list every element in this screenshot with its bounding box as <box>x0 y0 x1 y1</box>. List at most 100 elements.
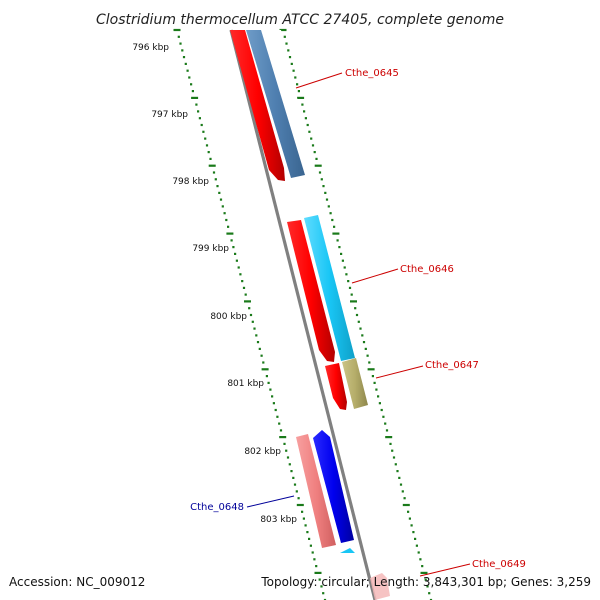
inner-tick-track <box>173 28 327 600</box>
outer-track-minor-tick <box>399 483 403 486</box>
leader-cthe-0646 <box>351 268 399 284</box>
outer-track-minor-tick <box>345 273 348 276</box>
inner-track-minor-tick <box>285 449 288 452</box>
inner-track-minor-tick <box>267 381 270 384</box>
inner-track-minor-tick <box>216 185 219 188</box>
outer-track-minor-tick <box>348 286 352 289</box>
inner-track-major-tick <box>208 164 216 167</box>
outer-track-minor-tick <box>357 320 360 323</box>
inner-track-minor-tick <box>182 56 186 59</box>
tick-label: 798 kbp <box>172 177 209 187</box>
inner-track-major-tick <box>244 300 251 303</box>
outer-track-minor-tick <box>391 449 394 452</box>
gene-label-cthe-0648[interactable]: Cthe_0648 <box>190 502 244 513</box>
inner-track-major-tick <box>279 436 287 439</box>
inner-track-minor-tick <box>205 144 209 147</box>
outer-track-minor-tick <box>287 49 290 52</box>
outer-track-minor-tick <box>306 123 309 127</box>
outer-track-minor-tick <box>424 578 427 581</box>
cds-cthe-0645 <box>230 30 285 181</box>
inner-track-minor-tick <box>235 259 238 262</box>
inner-track-minor-tick <box>322 592 325 595</box>
inner-track-minor-tick <box>318 578 321 581</box>
outer-track-minor-tick <box>426 585 429 588</box>
outer-track-minor-tick <box>412 531 415 534</box>
outer-track-minor-tick <box>336 239 339 242</box>
inner-track-minor-tick <box>255 334 258 337</box>
outer-track-minor-tick <box>331 218 334 222</box>
gene-label-cthe-0649[interactable]: Cthe_0649 <box>472 559 526 570</box>
outer-track-minor-tick <box>380 408 383 412</box>
gene-label-cthe-0645[interactable]: Cthe_0645 <box>345 68 399 79</box>
outer-track-major-tick <box>350 300 357 303</box>
inner-track-minor-tick <box>269 388 272 391</box>
inner-track-minor-tick <box>292 476 295 479</box>
inner-track-major-tick <box>261 368 269 371</box>
inner-track-minor-tick <box>323 598 327 600</box>
gene-label-cthe-0646[interactable]: Cthe_0646 <box>400 264 454 275</box>
inner-track-minor-tick <box>230 239 233 242</box>
inner-track-major-tick <box>226 232 234 235</box>
cds-cthe-0647 <box>325 363 347 410</box>
outer-track-minor-tick <box>294 76 297 79</box>
inner-track-minor-tick <box>304 524 307 527</box>
inner-track-minor-tick <box>258 347 261 350</box>
outer-track-minor-tick <box>414 537 417 540</box>
outer-track-minor-tick <box>392 456 396 459</box>
tick-label: 803 kbp <box>260 515 297 525</box>
inner-track-major-tick <box>314 571 322 574</box>
inner-track-minor-tick <box>225 218 228 222</box>
inner-track-minor-tick <box>223 212 226 215</box>
gene-label-cthe-0647[interactable]: Cthe_0647 <box>425 360 479 371</box>
outer-track-minor-tick <box>313 151 316 154</box>
inner-track-minor-tick <box>306 531 309 534</box>
cds-cthe-0648-blue <box>313 430 354 543</box>
outer-track-minor-tick <box>340 252 343 255</box>
outer-track-minor-tick <box>429 598 433 600</box>
outer-track-minor-tick <box>382 415 385 418</box>
inner-track-minor-tick <box>191 90 194 93</box>
outer-track-minor-tick <box>310 137 313 140</box>
outer-track-minor-tick <box>419 558 422 561</box>
outer-track-minor-tick <box>311 144 315 147</box>
outer-track-minor-tick <box>377 395 380 398</box>
inner-track-minor-tick <box>297 497 300 500</box>
cds-cthe-0648-salmon <box>296 434 336 548</box>
inner-track-minor-tick <box>234 252 237 255</box>
inner-track-minor-tick <box>186 69 189 72</box>
outer-track-minor-tick <box>333 225 336 228</box>
outer-track-major-tick <box>279 28 287 32</box>
outer-track-major-tick <box>332 232 340 235</box>
outer-track-minor-tick <box>285 42 288 45</box>
inner-track-minor-tick <box>278 422 281 425</box>
inner-track-minor-tick <box>301 510 304 513</box>
outer-track-minor-tick <box>394 463 397 466</box>
outer-track-minor-tick <box>325 198 329 201</box>
tick-label: 799 kbp <box>192 244 229 254</box>
outer-track-major-tick <box>402 503 410 507</box>
inner-track-minor-tick <box>221 205 224 208</box>
outer-track-minor-tick <box>347 280 350 283</box>
outer-track-minor-tick <box>322 185 325 188</box>
outer-track-minor-tick <box>408 517 411 520</box>
outer-track-minor-tick <box>318 171 322 174</box>
outer-track-minor-tick <box>308 130 311 133</box>
inner-track-minor-tick <box>188 76 191 79</box>
outer-track-major-tick <box>297 96 305 99</box>
outer-track-minor-tick <box>304 117 307 120</box>
inner-track-minor-tick <box>313 558 316 561</box>
inner-track-minor-tick <box>237 266 240 269</box>
outer-track-minor-tick <box>368 361 371 364</box>
inner-track-minor-tick <box>207 151 210 154</box>
inner-track-minor-tick <box>295 490 298 493</box>
inner-track-minor-tick <box>181 49 184 52</box>
inner-track-major-tick <box>296 503 304 507</box>
outer-track-minor-tick <box>361 334 364 337</box>
inner-track-minor-tick <box>288 463 291 466</box>
inner-track-minor-tick <box>262 361 265 364</box>
genome-summary-text: Topology: circular; Length: 3,843,301 bp… <box>260 575 591 589</box>
inner-track-minor-tick <box>227 225 230 228</box>
outer-track-minor-tick <box>338 246 341 249</box>
outer-track-minor-tick <box>398 476 401 479</box>
inner-track-minor-tick <box>309 544 312 547</box>
